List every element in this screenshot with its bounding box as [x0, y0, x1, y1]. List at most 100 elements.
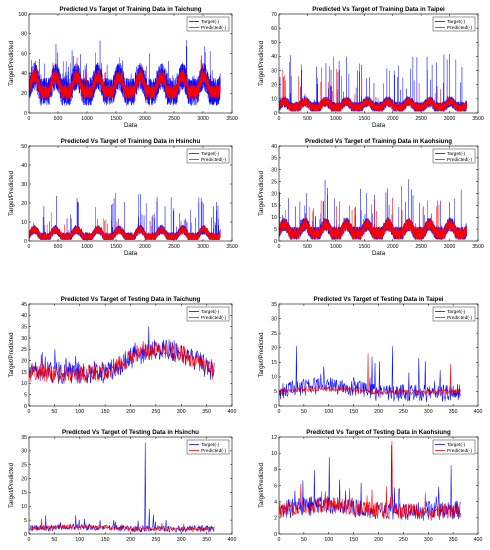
y-tick-label: 10: [271, 215, 277, 221]
y-tick-label: 0: [24, 404, 27, 410]
x-tick-label: 150: [101, 409, 110, 415]
x-axis-label: Data: [372, 250, 386, 257]
y-tick-label: 15: [271, 360, 277, 366]
y-axis-label: Target/Predicted: [8, 170, 15, 216]
y-tick-label: 0: [274, 532, 277, 538]
y-tick-label: 30: [271, 316, 277, 322]
x-tick-label: 3000: [197, 244, 209, 250]
x-tick-label: 350: [449, 409, 458, 415]
axes-frame: [28, 13, 233, 114]
legend: Target(-)Predicted(-): [186, 16, 230, 31]
y-tick-label: 15: [271, 203, 277, 209]
x-tick-label: 1000: [81, 116, 93, 122]
chart-4: 0 500 1000 1500 2000 2500 3000 3500 0 5 10 15 20 25 30…: [258, 138, 484, 257]
y-tick-label: 4: [274, 499, 277, 505]
x-tick-label: 500: [303, 116, 312, 122]
legend-entry: Predicted(-): [201, 25, 226, 31]
y-tick-label: 10: [271, 375, 277, 381]
legend-entry: Predicted(-): [201, 315, 226, 321]
chart-8: 0 50 100 150 200 250 300 350 400 0 2 4 6 8 10 12 Predict…: [258, 429, 482, 543]
x-tick-label: 2500: [168, 116, 180, 122]
legend: Target(-)Predicted(-): [432, 439, 476, 454]
x-tick-label: 400: [228, 537, 237, 543]
x-tick-label: 50: [301, 409, 307, 415]
y-tick-label: 5: [24, 518, 27, 524]
y-tick-label: 40: [271, 144, 277, 150]
y-tick-label: 5: [274, 227, 277, 233]
x-tick-label: 250: [399, 409, 408, 415]
legend-entry: Predicted(-): [447, 448, 472, 454]
x-tick-label: 300: [424, 409, 433, 415]
x-tick-label: 0: [278, 244, 281, 250]
x-tick-label: 200: [374, 409, 383, 415]
y-tick-label: 5: [24, 392, 27, 398]
x-tick-label: 50: [51, 409, 57, 415]
y-axis-label: Target/Predicted: [258, 170, 265, 216]
x-tick-label: 400: [474, 537, 483, 543]
series-line-predicted: [29, 518, 215, 532]
y-tick-label: 20: [21, 358, 27, 364]
x-tick-label: 3500: [472, 244, 484, 250]
x-tick-label: 500: [54, 244, 63, 250]
y-tick-label: 10: [21, 504, 27, 510]
x-tick-label: 1000: [330, 244, 342, 250]
y-tick-label: 0: [274, 111, 277, 117]
y-tick-label: 40: [271, 54, 277, 60]
legend: Target(-)Predicted(-): [186, 306, 230, 321]
legend-entry: Target(-): [447, 309, 466, 315]
legend-entry: Target(-): [201, 151, 220, 157]
x-tick-label: 3500: [226, 244, 238, 250]
y-tick-label: 25: [271, 331, 277, 337]
series-line-target: [279, 346, 461, 402]
y-tick-label: 80: [21, 32, 27, 38]
y-tick-label: 25: [21, 463, 27, 469]
y-tick-label: 10: [21, 381, 27, 387]
series-line-predicted: [29, 57, 221, 100]
y-tick-label: 0: [24, 239, 27, 245]
x-tick-label: 350: [202, 409, 211, 415]
series-line-predicted: [279, 68, 467, 113]
y-tick-label: 20: [271, 83, 277, 89]
x-axis-label: Data: [124, 122, 138, 129]
x-tick-label: 3000: [197, 116, 209, 122]
y-tick-label: 60: [21, 51, 27, 57]
x-tick-label: 400: [474, 409, 483, 415]
legend-entry: Predicted(-): [447, 25, 472, 31]
y-tick-label: 20: [271, 191, 277, 197]
y-tick-label: 20: [21, 91, 27, 97]
y-tick-label: 20: [21, 201, 27, 207]
x-tick-label: 0: [278, 409, 281, 415]
legend: Target(-)Predicted(-): [432, 306, 476, 321]
x-tick-label: 150: [101, 537, 110, 543]
x-tick-label: 50: [301, 537, 307, 543]
axes-frame: [28, 145, 233, 242]
y-tick-label: 50: [21, 144, 27, 150]
y-tick-label: 15: [21, 490, 27, 496]
legend: Target(-)Predicted(-): [432, 148, 476, 164]
y-tick-label: 8: [274, 467, 277, 473]
y-tick-label: 12: [271, 435, 277, 441]
x-tick-label: 500: [54, 116, 63, 122]
x-tick-label: 100: [324, 409, 333, 415]
legend: Target(-)Predicted(-): [432, 16, 476, 31]
x-tick-label: 2000: [387, 116, 399, 122]
x-tick-label: 3000: [444, 116, 456, 122]
x-tick-label: 0: [28, 244, 31, 250]
y-tick-label: 0: [24, 111, 27, 117]
x-tick-label: 2500: [415, 116, 427, 122]
x-tick-label: 500: [303, 244, 312, 250]
legend-entry: Target(-): [201, 309, 220, 315]
y-tick-label: 45: [21, 302, 27, 308]
y-tick-label: 35: [271, 156, 277, 162]
chart-title: Predicted Vs Target of Testing Data in T…: [314, 296, 444, 303]
chart-title: Predicted Vs Target of Training Data in …: [59, 6, 201, 13]
x-tick-label: 200: [126, 537, 135, 543]
legend: Target(-)Predicted(-): [186, 148, 230, 164]
x-tick-label: 1500: [359, 116, 371, 122]
chart-title: Predicted Vs Target of Testing Data in T…: [61, 296, 201, 303]
y-tick-label: 2: [274, 516, 277, 522]
legend-entry: Predicted(-): [447, 157, 472, 163]
y-axis-label: Target/Predicted: [258, 332, 265, 378]
y-tick-label: 100: [18, 12, 27, 18]
y-tick-label: 40: [21, 163, 27, 169]
